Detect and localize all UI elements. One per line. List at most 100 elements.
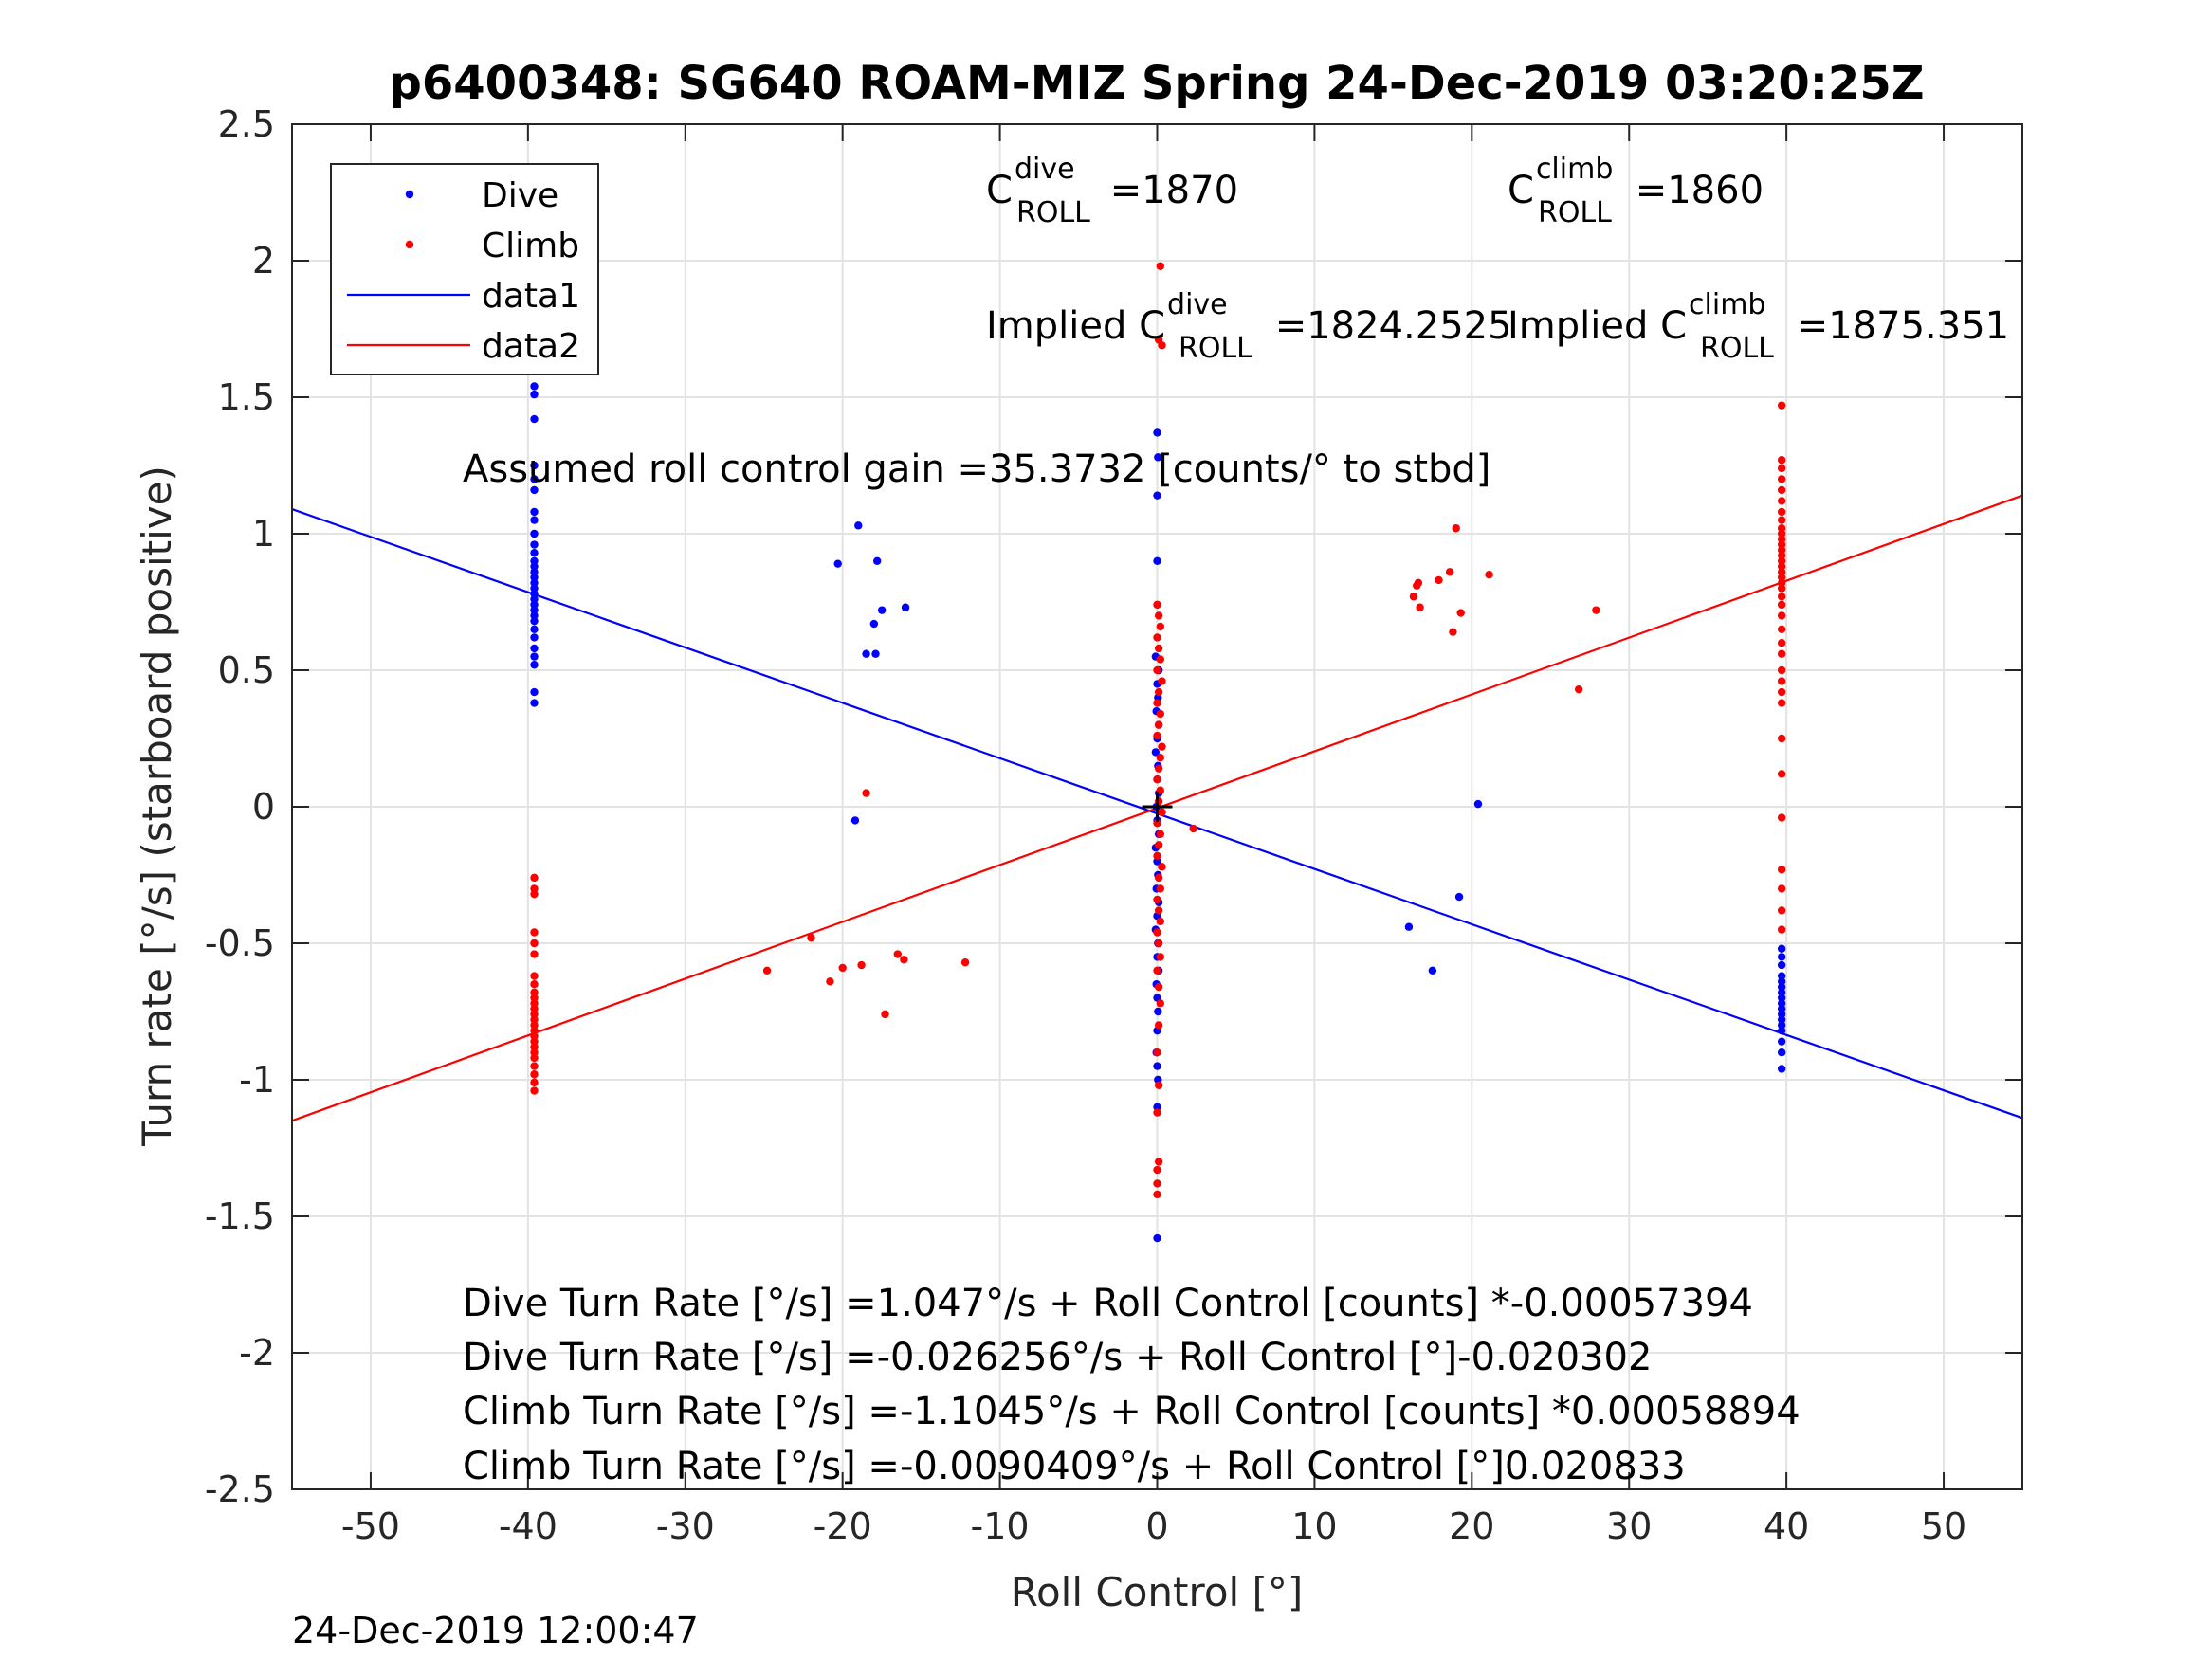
x-tick-label: -20	[814, 1505, 872, 1547]
data-point	[530, 994, 539, 1002]
data-point	[1777, 507, 1786, 517]
data-point	[530, 594, 539, 604]
data-point	[1777, 977, 1786, 986]
data-point	[1153, 556, 1161, 565]
data-point	[1154, 982, 1163, 992]
data-point	[1777, 988, 1786, 997]
data-point	[530, 972, 539, 980]
data-point	[1777, 677, 1786, 685]
x-tick-label: -30	[656, 1505, 715, 1547]
data-point	[1153, 633, 1161, 642]
data-point	[530, 382, 539, 391]
data-point	[960, 957, 970, 967]
x-axis-label: Roll Control [°]	[1011, 1569, 1304, 1615]
data-point	[1777, 1015, 1786, 1024]
data-point	[1777, 770, 1786, 778]
x-tick-label: 10	[1291, 1505, 1337, 1547]
data-point	[1777, 584, 1786, 592]
data-point	[869, 619, 879, 629]
data-point	[1777, 535, 1786, 543]
data-point	[1574, 684, 1583, 694]
x-tick-label: 50	[1921, 1505, 1966, 1547]
y-tick-label: 2.5	[218, 103, 275, 145]
data-point	[530, 950, 539, 958]
data-point	[530, 485, 539, 495]
data-point	[857, 960, 866, 970]
data-point	[530, 578, 539, 588]
data-point	[1156, 753, 1165, 762]
data-point	[530, 1078, 539, 1087]
data-point	[1435, 575, 1443, 585]
legend-label-climb: Climb	[482, 227, 579, 265]
y-tick-label: 1	[252, 513, 275, 555]
data-points	[530, 262, 1786, 1243]
legend-label-data2: data2	[482, 327, 580, 366]
data-point	[1156, 953, 1165, 961]
data-point	[1777, 813, 1786, 822]
data-point	[1777, 497, 1786, 505]
data-point	[1156, 709, 1165, 719]
data-point	[1153, 966, 1161, 975]
data-point	[530, 611, 539, 620]
implied-climb-annotation: Implied Cclimb ROLL =1875.351	[1508, 288, 2009, 365]
data-point	[1154, 764, 1163, 773]
data-point	[1777, 562, 1786, 571]
roll-gain-annotation: Assumed roll control gain =35.3732 [coun…	[463, 447, 1490, 491]
data-point	[900, 956, 908, 964]
data-point	[1154, 453, 1162, 462]
data-point	[1154, 611, 1163, 620]
data-point	[1777, 665, 1786, 675]
data-point	[530, 928, 539, 937]
data-point	[1151, 748, 1161, 757]
data-point	[1416, 603, 1424, 611]
data-point	[530, 1048, 539, 1057]
y-tick-label: 0.5	[218, 649, 275, 691]
data-point	[1452, 524, 1460, 533]
c-climb-annotation: Cclimb ROLL =1860	[1508, 153, 1764, 229]
data-point	[530, 507, 539, 517]
data-point	[530, 644, 539, 653]
data-point	[1154, 1021, 1163, 1030]
data-point	[1153, 491, 1161, 500]
data-point	[1153, 928, 1161, 937]
data-point	[1158, 677, 1166, 685]
climb-equation-degrees: Climb Turn Rate [°/s] =-0.0090409°/s + R…	[463, 1445, 1686, 1488]
data-point	[530, 999, 539, 1008]
data-point	[1156, 884, 1165, 893]
implied-dive-annotation: Implied Cdive ROLL =1824.2525	[986, 288, 1512, 365]
data-point	[530, 568, 539, 576]
y-tick-label: -1	[239, 1059, 275, 1101]
data-point	[1153, 1062, 1161, 1070]
data-point	[1153, 1190, 1161, 1199]
data-point	[530, 1010, 539, 1019]
data-point	[1153, 895, 1161, 904]
data-point	[530, 1037, 539, 1046]
data-point	[1777, 866, 1786, 874]
data-point	[1156, 999, 1165, 1008]
x-tick-label: -10	[971, 1505, 1030, 1547]
data-point	[530, 562, 539, 571]
x-tick-label: -50	[341, 1505, 400, 1547]
data-point	[1777, 699, 1786, 707]
data-point	[1158, 808, 1166, 816]
data-point	[530, 1026, 539, 1035]
c-dive-annotation: Cdive ROLL =1870	[986, 153, 1238, 229]
data-point	[854, 521, 863, 530]
data-point	[1777, 944, 1786, 953]
data-point	[1777, 546, 1786, 555]
data-point	[530, 652, 539, 661]
data-point	[1777, 687, 1786, 697]
legend-label-dive: Dive	[482, 176, 558, 215]
data-point	[1154, 873, 1163, 883]
data-point	[530, 889, 539, 899]
data-point	[1777, 953, 1786, 961]
data-point	[871, 649, 880, 658]
data-point	[1156, 917, 1165, 926]
data-point	[1777, 734, 1786, 743]
data-point	[1156, 830, 1165, 838]
data-point	[1156, 262, 1165, 270]
data-point	[1777, 972, 1786, 980]
data-point	[1777, 884, 1786, 893]
data-point	[1777, 611, 1786, 620]
data-point	[1777, 1010, 1786, 1019]
